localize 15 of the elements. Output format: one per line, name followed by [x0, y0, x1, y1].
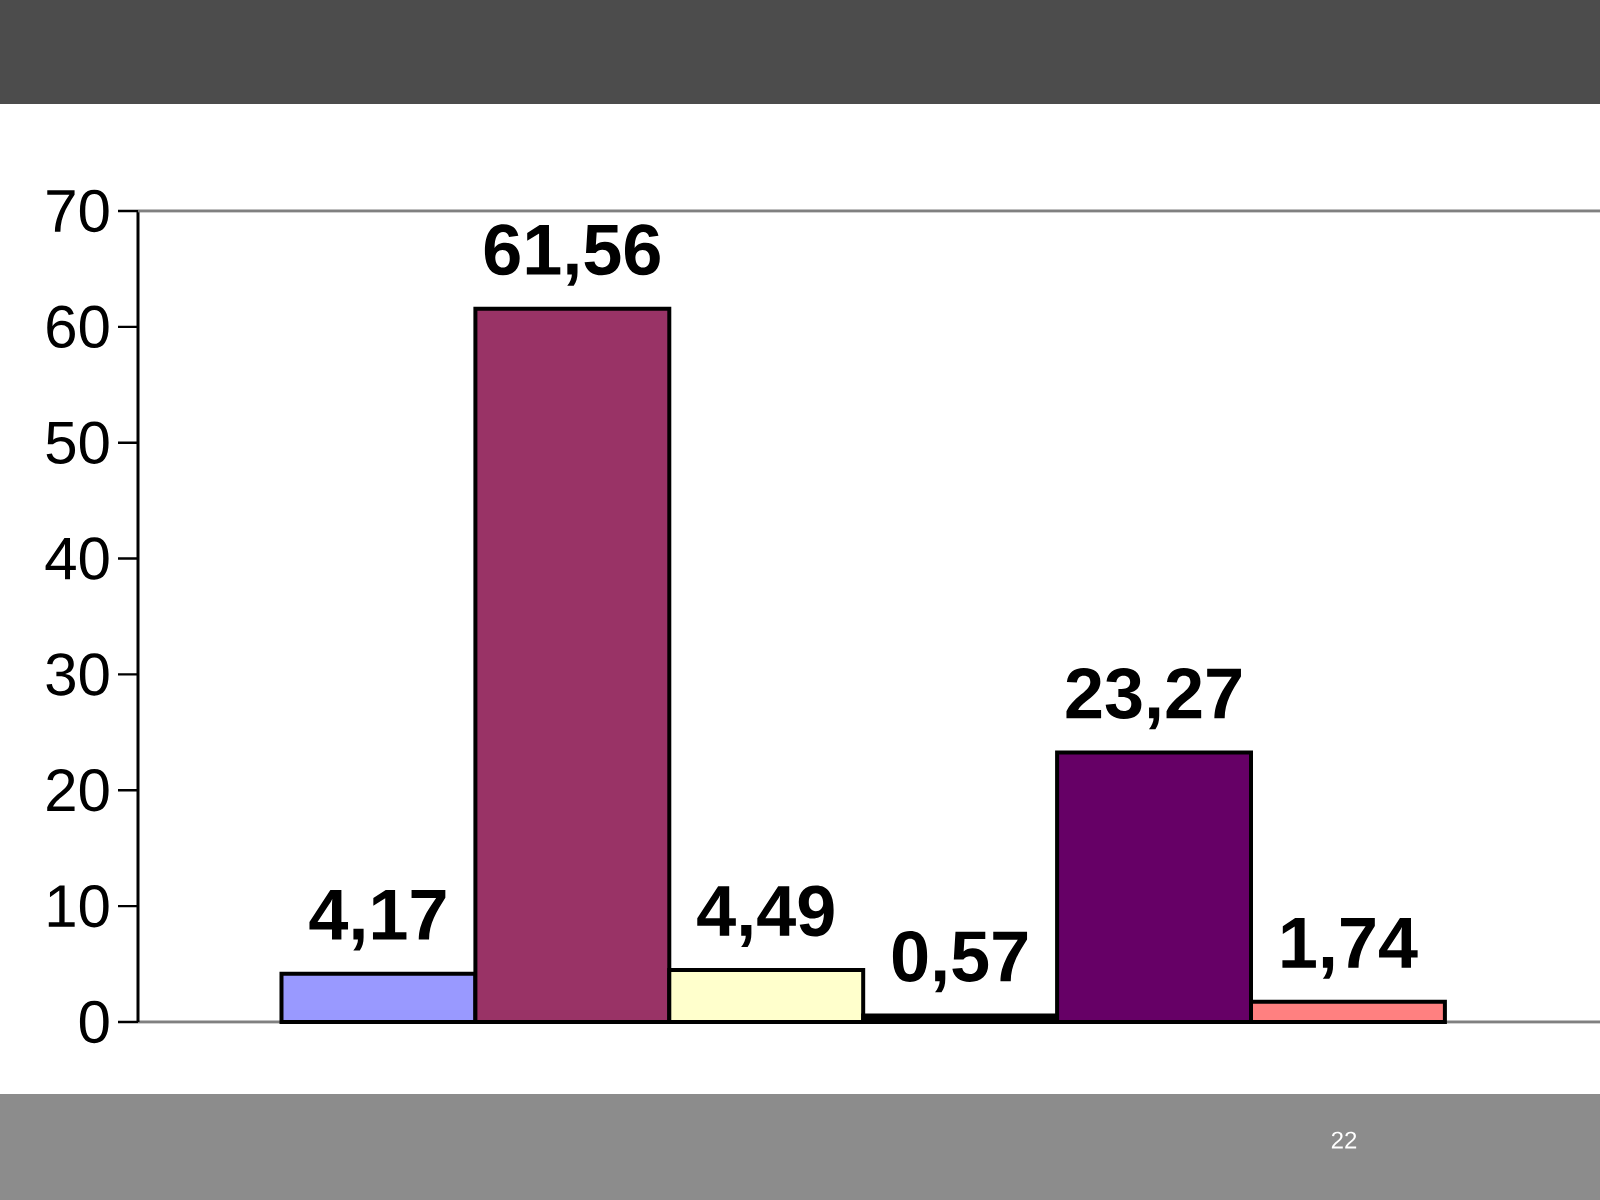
data-label: 4,17: [309, 889, 446, 951]
y-tick-label: 70: [47, 189, 109, 233]
y-tick-label: 50: [46, 421, 109, 464]
y-tick-label: 0: [79, 1000, 109, 1044]
y-tick-label: 20: [47, 769, 109, 812]
y-tick-label: 30: [46, 653, 109, 696]
y-tick-label: 10: [48, 884, 109, 928]
data-label: 61,56: [484, 224, 660, 286]
text: 22: [1331, 1131, 1357, 1149]
data-label: 1,74: [1282, 918, 1418, 979]
y-tick-label: 60: [47, 305, 109, 349]
y-tick-label: 40: [45, 537, 109, 580]
data-label: 4,49: [697, 885, 834, 947]
data-label: 23,27: [1066, 667, 1241, 730]
data-label: 0,57: [892, 930, 1028, 993]
